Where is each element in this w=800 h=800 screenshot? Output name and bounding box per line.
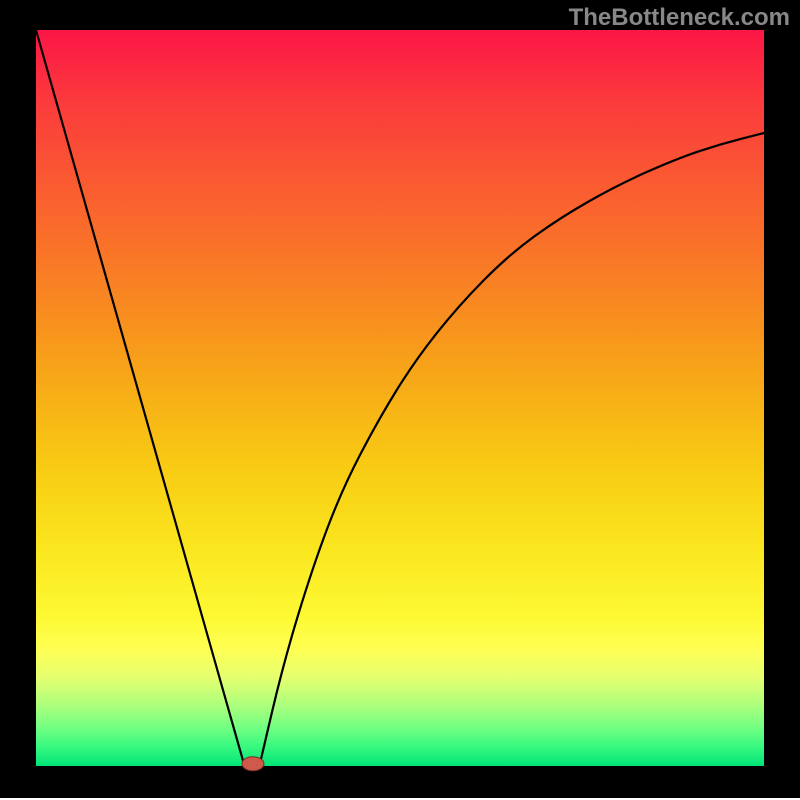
chart-svg <box>0 0 800 800</box>
chart-container: TheBottleneck.com <box>0 0 800 800</box>
minimum-marker <box>242 757 264 771</box>
plot-background <box>36 30 764 766</box>
